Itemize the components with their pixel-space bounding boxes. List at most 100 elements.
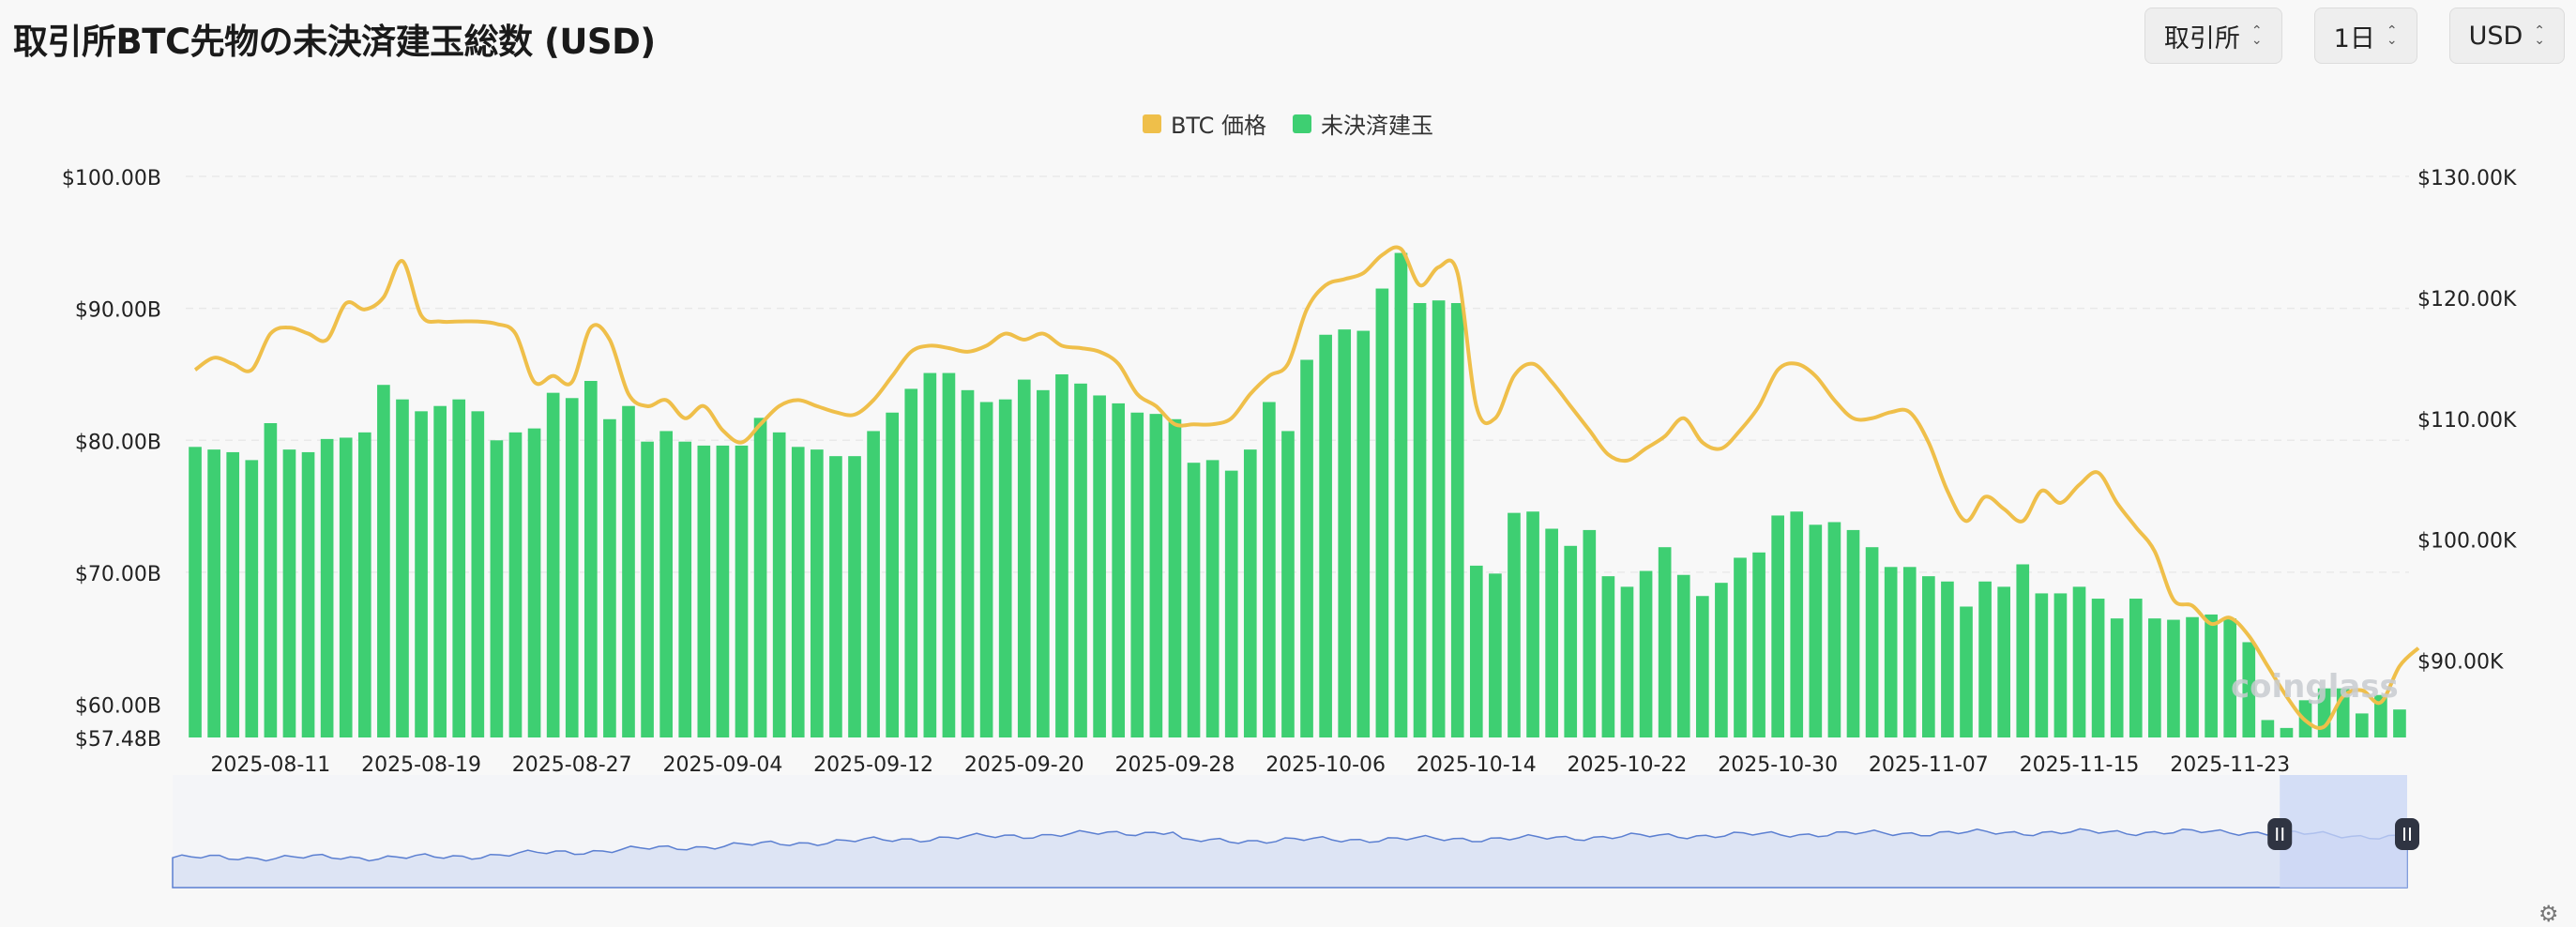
y-left-tick-label: $80.00B bbox=[75, 431, 161, 454]
oi-bar bbox=[565, 398, 579, 737]
y-right-tick-label: $130.00K bbox=[2417, 167, 2517, 190]
oi-bar bbox=[1865, 547, 1879, 737]
oi-bar bbox=[2091, 599, 2105, 737]
oi-bar bbox=[923, 372, 937, 737]
oi-bar bbox=[207, 449, 220, 737]
oi-bar bbox=[1450, 303, 1464, 737]
oi-bar bbox=[508, 432, 523, 737]
oi-bar bbox=[1469, 565, 1483, 737]
oi-bar bbox=[603, 418, 616, 737]
oi-bar bbox=[1752, 552, 1765, 737]
oi-bar bbox=[1055, 373, 1068, 737]
oi-bar bbox=[678, 441, 692, 737]
oi-bar bbox=[1997, 586, 2011, 737]
coinglass-watermark: coinglass bbox=[2231, 668, 2399, 706]
oi-bar bbox=[1508, 512, 1521, 737]
navigator-selection[interactable] bbox=[2280, 775, 2407, 888]
oi-bar bbox=[998, 399, 1012, 737]
oi-bar bbox=[1356, 330, 1371, 737]
navigator-series bbox=[172, 828, 2408, 889]
y-left-tick-label: $100.00B bbox=[62, 167, 161, 190]
oi-bar bbox=[357, 432, 371, 737]
oi-bar bbox=[2242, 642, 2256, 737]
x-tick-label: 2025-09-28 bbox=[1115, 753, 1235, 777]
oi-bar bbox=[1960, 606, 1973, 737]
oi-bar bbox=[1771, 515, 1784, 737]
oi-bar bbox=[189, 447, 202, 737]
x-tick-label: 2025-11-15 bbox=[2020, 753, 2140, 777]
oi-bar bbox=[1545, 528, 1558, 737]
legend-swatch-oi bbox=[1293, 114, 1312, 133]
oi-bar bbox=[264, 422, 278, 737]
oi-bar bbox=[1243, 449, 1257, 737]
oi-bar bbox=[1695, 596, 1709, 737]
currency-select[interactable]: USD ⌃ ⌄ bbox=[2448, 8, 2565, 64]
oi-bar bbox=[1300, 359, 1313, 737]
oi-bar bbox=[1676, 574, 1690, 737]
x-tick-label: 2025-10-30 bbox=[1718, 753, 1838, 777]
legend-label-oi: 未決済建玉 bbox=[1321, 113, 1434, 139]
oi-bar bbox=[1583, 529, 1597, 737]
x-tick-label: 2025-08-11 bbox=[210, 753, 330, 777]
oi-bar bbox=[1846, 529, 1860, 737]
legend-item-oi[interactable]: 未決済建玉 bbox=[1293, 107, 1433, 140]
oi-bar bbox=[1884, 567, 1898, 737]
oi-bar bbox=[848, 456, 861, 737]
oi-bar bbox=[2261, 720, 2275, 737]
y-right-tick-label: $110.00K bbox=[2417, 409, 2517, 433]
oi-bar bbox=[1130, 412, 1144, 737]
oi-bar bbox=[377, 385, 390, 737]
y-right-tick-label: $100.00K bbox=[2417, 530, 2517, 554]
legend-label-price: BTC 価格 bbox=[1170, 113, 1267, 139]
oi-bar bbox=[1639, 570, 1653, 737]
oi-bar bbox=[1489, 573, 1502, 737]
chart-legend: BTC 価格 未決済建玉 bbox=[0, 107, 2576, 140]
oi-bar bbox=[245, 460, 259, 737]
interval-select[interactable]: 1日 ⌃ ⌄ bbox=[2313, 8, 2417, 64]
currency-select-label: USD bbox=[2468, 21, 2523, 51]
y-left-tick-label: $60.00B bbox=[75, 695, 161, 719]
legend-item-price[interactable]: BTC 価格 bbox=[1142, 107, 1267, 140]
x-tick-label: 2025-09-20 bbox=[964, 753, 1084, 777]
oi-bar bbox=[1978, 581, 1992, 737]
navigator-handle-right[interactable] bbox=[2395, 818, 2419, 850]
oi-bar bbox=[1658, 547, 1672, 737]
toolbar: 取引所 ⌃ ⌄ 1日 ⌃ ⌄ USD ⌃ ⌄ bbox=[2144, 8, 2565, 64]
oi-bar bbox=[2167, 619, 2180, 737]
oi-bar bbox=[1564, 545, 1578, 737]
oi-bar bbox=[2223, 618, 2237, 737]
x-tick-label: 2025-09-04 bbox=[662, 753, 782, 777]
oi-bar bbox=[1601, 576, 1615, 737]
oi-bar bbox=[2205, 614, 2218, 737]
y-left-tick-label: $57.48B bbox=[75, 728, 161, 752]
navigator-handle-left[interactable] bbox=[2267, 818, 2293, 850]
oi-bar bbox=[753, 418, 767, 737]
chevron-updown-icon: ⌃ ⌄ bbox=[2250, 23, 2263, 48]
oi-bar bbox=[979, 402, 993, 737]
x-tick-label: 2025-08-19 bbox=[361, 753, 481, 777]
oi-bar bbox=[2035, 593, 2049, 737]
oi-bar bbox=[1620, 586, 1634, 737]
y-right-tick-label: $120.00K bbox=[2417, 288, 2517, 312]
oi-bar bbox=[583, 380, 598, 737]
x-tick-label: 2025-09-12 bbox=[813, 753, 933, 777]
legend-swatch-price bbox=[1142, 114, 1161, 133]
oi-bar bbox=[2374, 694, 2387, 737]
exchange-select[interactable]: 取引所 ⌃ ⌄ bbox=[2144, 8, 2282, 64]
oi-bar bbox=[1375, 288, 1389, 737]
chevron-updown-icon: ⌃ ⌄ bbox=[2534, 23, 2545, 48]
oi-bar bbox=[886, 412, 900, 737]
oi-bar bbox=[1922, 576, 1935, 737]
settings-icon[interactable]: ⚙ bbox=[2538, 901, 2559, 927]
oi-bar bbox=[452, 399, 466, 737]
oi-bar bbox=[320, 438, 334, 737]
oi-bar bbox=[282, 449, 296, 737]
oi-bar bbox=[339, 437, 353, 737]
oi-bar bbox=[1319, 334, 1332, 737]
oi-bar bbox=[697, 445, 711, 737]
oi-bar bbox=[2186, 616, 2199, 737]
oi-bar bbox=[1394, 252, 1408, 737]
oi-bar bbox=[1205, 460, 1220, 737]
x-tick-label: 2025-08-27 bbox=[512, 753, 632, 777]
